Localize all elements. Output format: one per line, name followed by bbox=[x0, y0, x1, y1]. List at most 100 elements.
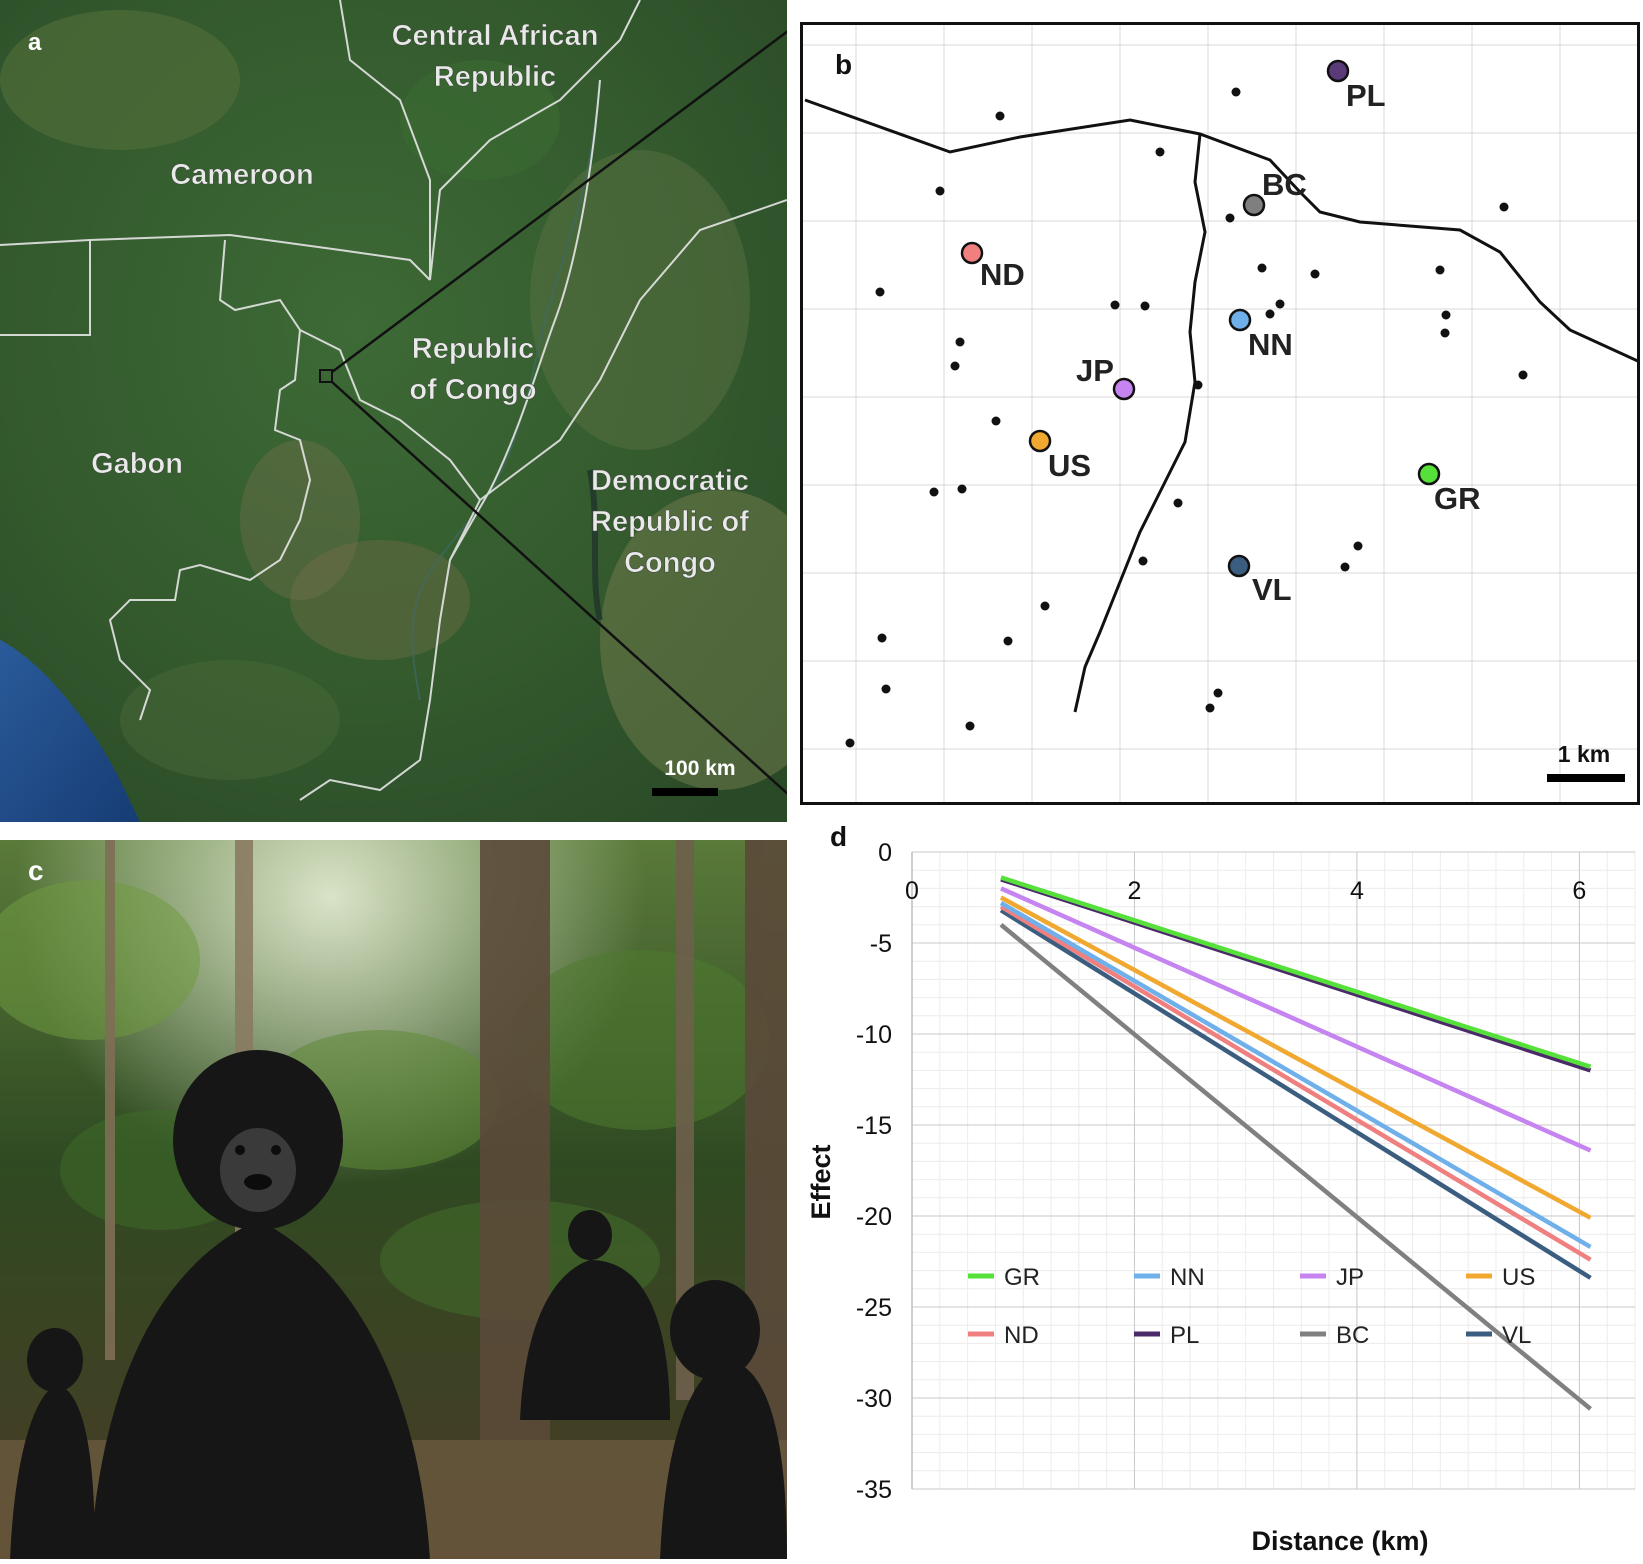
label-drc-2: Republic of bbox=[591, 506, 749, 538]
legend-label-jp: JP bbox=[1336, 1264, 1364, 1291]
road-border bbox=[804, 98, 1641, 364]
label-central-african-republic-1: Central African bbox=[392, 20, 599, 52]
scale-label-100km: 100 km bbox=[664, 757, 735, 780]
x-tick-label: 6 bbox=[1572, 877, 1586, 905]
y-tick-label: -15 bbox=[856, 1112, 892, 1140]
track-point bbox=[1310, 269, 1320, 279]
gorillas bbox=[10, 1050, 787, 1560]
panel-b-study-area-map: PL BC ND NN JP US GR VL b 1 km bbox=[800, 22, 1641, 805]
track-point bbox=[995, 111, 1005, 121]
group-marker-bc bbox=[1242, 193, 1266, 217]
study-area-map: PL BC ND NN JP US GR VL b 1 km bbox=[800, 22, 1641, 805]
legend-label-nd: ND bbox=[1004, 1322, 1039, 1349]
group-markers: PL BC ND NN JP US GR VL bbox=[960, 59, 1481, 607]
zoom-line-bottom bbox=[331, 381, 801, 806]
track-point bbox=[935, 186, 945, 196]
group-label-gr: GR bbox=[1434, 481, 1481, 516]
legend-label-us: US bbox=[1502, 1264, 1535, 1291]
track-point bbox=[1518, 370, 1528, 380]
track-points bbox=[845, 87, 1528, 748]
group-label-vl: VL bbox=[1252, 572, 1292, 607]
group-label-jp: JP bbox=[1076, 353, 1114, 388]
legend-label-nn: NN bbox=[1170, 1264, 1205, 1291]
y-tick-label: -25 bbox=[856, 1294, 892, 1322]
x-tick-label: 4 bbox=[1350, 877, 1364, 905]
group-marker-gr bbox=[1417, 462, 1441, 486]
track-point bbox=[1225, 213, 1235, 223]
group-marker-nn bbox=[1228, 308, 1252, 332]
series-lines bbox=[999, 875, 1592, 1411]
x-tick-label: 2 bbox=[1128, 877, 1142, 905]
track-point bbox=[1003, 636, 1013, 646]
track-point bbox=[1173, 498, 1183, 508]
series-line-nn bbox=[999, 901, 1592, 1249]
series-line-bc bbox=[999, 923, 1592, 1411]
track-point bbox=[1110, 300, 1120, 310]
track-point bbox=[1257, 263, 1267, 273]
track-point bbox=[1040, 601, 1050, 611]
y-axis-label: Effect bbox=[806, 1144, 836, 1219]
track-point bbox=[950, 361, 960, 371]
y-tick-label: -30 bbox=[856, 1385, 892, 1413]
scale-bar-100km bbox=[652, 788, 718, 796]
track-point bbox=[929, 487, 939, 497]
group-label-nd: ND bbox=[980, 257, 1025, 292]
legend-label-gr: GR bbox=[1004, 1264, 1040, 1291]
map-grid bbox=[803, 25, 1637, 802]
track-point bbox=[1140, 301, 1150, 311]
track-point bbox=[1275, 299, 1285, 309]
label-drc-1: Democratic bbox=[591, 465, 749, 497]
track-point bbox=[955, 337, 965, 347]
track-point bbox=[1213, 688, 1223, 698]
track-point bbox=[845, 738, 855, 748]
study-area-box bbox=[319, 369, 333, 383]
group-label-nn: NN bbox=[1248, 327, 1293, 362]
satellite-map: a Central African Republic Cameroon Repu… bbox=[0, 0, 840, 822]
panel-d-effect-chart: 0 -5 -10 -15 -20 -25 -30 -35 0 2 4 6 GR NN JP US ND PL B… bbox=[800, 821, 1643, 1559]
group-marker-pl bbox=[1326, 59, 1350, 83]
chart-grid bbox=[911, 851, 1636, 1490]
y-tick-label: -20 bbox=[856, 1203, 892, 1231]
track-point bbox=[1353, 541, 1363, 551]
panel-c-letter: c bbox=[28, 855, 44, 886]
track-point bbox=[1231, 87, 1241, 97]
scale-bar-1km bbox=[1547, 774, 1625, 782]
legend: GR NN JP US ND PL BC VL bbox=[968, 1264, 1535, 1349]
series-line-jp bbox=[1000, 886, 1592, 1153]
effect-distance-chart: 0 -5 -10 -15 -20 -25 -30 -35 0 2 4 6 GR NN JP US ND PL B… bbox=[806, 821, 1636, 1556]
map-frame bbox=[800, 22, 1640, 805]
track-point bbox=[957, 484, 967, 494]
group-label-pl: PL bbox=[1346, 78, 1386, 113]
track-point bbox=[1440, 328, 1450, 338]
forest-photo: c bbox=[0, 840, 787, 1560]
group-marker-vl bbox=[1227, 554, 1251, 578]
track-point bbox=[875, 287, 885, 297]
series-line-nd bbox=[999, 904, 1592, 1262]
x-tick-label: 0 bbox=[905, 877, 919, 905]
y-tick-labels: 0 -5 -10 -15 -20 -25 -30 -35 bbox=[856, 839, 892, 1504]
track-point bbox=[1441, 310, 1451, 320]
label-republic-of-congo-1: Republic bbox=[412, 333, 534, 365]
track-point bbox=[877, 633, 887, 643]
panel-a-satellite-map: a Central African Republic Cameroon Repu… bbox=[0, 0, 840, 822]
track-point bbox=[1155, 147, 1165, 157]
panel-a-letter: a bbox=[28, 29, 42, 56]
track-point bbox=[1193, 380, 1203, 390]
track-point bbox=[1499, 202, 1509, 212]
legend-label-vl: VL bbox=[1502, 1322, 1531, 1349]
y-tick-label: -10 bbox=[856, 1021, 892, 1049]
label-republic-of-congo-2: of Congo bbox=[409, 374, 536, 406]
label-cameroon: Cameroon bbox=[170, 159, 313, 191]
scale-label-1km: 1 km bbox=[1558, 741, 1610, 767]
x-tick-labels: 0 2 4 6 bbox=[905, 877, 1586, 905]
group-marker-jp bbox=[1112, 377, 1136, 401]
panel-d-letter: d bbox=[830, 822, 847, 852]
group-label-bc: BC bbox=[1262, 167, 1307, 202]
group-marker-nd bbox=[960, 241, 984, 265]
track-point bbox=[991, 416, 1001, 426]
y-tick-label: -35 bbox=[856, 1476, 892, 1504]
zoom-line-top bbox=[331, 20, 801, 374]
panel-c-gorilla-photo: c bbox=[0, 840, 787, 1560]
label-central-african-republic-2: Republic bbox=[434, 61, 556, 93]
legend-label-bc: BC bbox=[1336, 1322, 1369, 1349]
